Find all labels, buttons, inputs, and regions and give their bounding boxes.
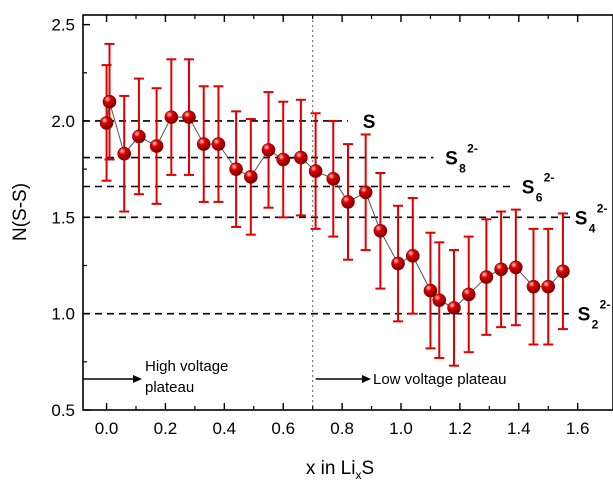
data-point [103,95,116,108]
data-connector-line [107,102,563,308]
x-tick-label: 1.4 [507,419,531,438]
data-point [509,261,522,274]
data-point [392,257,405,270]
x-tick-label: 1.6 [566,419,590,438]
data-point [118,147,131,160]
data-point [495,263,508,276]
species-charge: 2- [544,170,555,184]
data-point [277,153,290,166]
species-label: S [578,305,591,326]
y-tick-label: 1.0 [51,305,75,324]
data-point [462,288,475,301]
data-point [542,280,555,293]
data-point [406,249,419,262]
data-point [100,116,113,129]
x-tick-label: 1.2 [448,419,472,438]
species-label: S [363,112,376,133]
species-charge: 2- [600,298,611,312]
data-point [327,172,340,185]
species-label: S [445,149,458,170]
high-plateau-arrow-head [133,375,142,383]
data-point [527,280,540,293]
data-point [212,138,225,151]
y-tick-label: 0.5 [51,401,75,420]
y-axis-title: N(S-S) [10,183,31,241]
y-tick-label: 1.5 [51,208,75,227]
y-axis: 0.5 1.0 1.5 2.0 2.5 [51,16,90,420]
data-point [374,224,387,237]
data-point [342,195,355,208]
data-point [480,271,493,284]
species-label: S [522,177,535,198]
data-point [262,143,275,156]
x-tick-label: 0.2 [154,419,178,438]
species-charge: 2- [467,142,478,156]
x-tick-label: 0.4 [213,419,237,438]
error-bars [102,44,568,366]
x-axis-title-main: x in Li [306,458,356,479]
data-point [359,186,372,199]
y-tick-label: 2.5 [51,16,75,35]
data-point [165,111,178,124]
species-subscript: 8 [459,162,466,176]
high-plateau-label-line-1: High voltage [145,358,228,375]
plateau-annotations: High voltage plateau Low voltage plateau [83,358,506,396]
x-tick-label: 0.6 [271,419,295,438]
low-plateau-arrow-head [362,375,371,383]
high-plateau-label-line-2: plateau [145,379,194,396]
data-point [556,265,569,278]
x-tick-label: 0.0 [95,419,119,438]
data-point [448,301,461,314]
data-point [183,111,196,124]
data-point [294,151,307,164]
data-point [197,138,210,151]
y-tick-label: 2.0 [51,112,75,131]
data-point [244,170,257,183]
data-point [309,165,322,178]
species-subscript: 4 [589,221,596,235]
x-axis-title-suffix: S [361,458,374,479]
x-tick-label: 1.0 [389,419,413,438]
data-point [132,130,145,143]
data-point [433,294,446,307]
data-point [230,163,243,176]
x-axis-title: x in LixS [306,458,374,482]
species-subscript: 2 [592,318,599,332]
species-subscript: 6 [536,190,543,204]
species-charge: 2- [597,201,608,215]
species-label: S [575,208,588,229]
data-point [150,140,163,153]
x-tick-label: 0.8 [330,419,354,438]
low-plateau-label: Low voltage plateau [373,371,506,388]
